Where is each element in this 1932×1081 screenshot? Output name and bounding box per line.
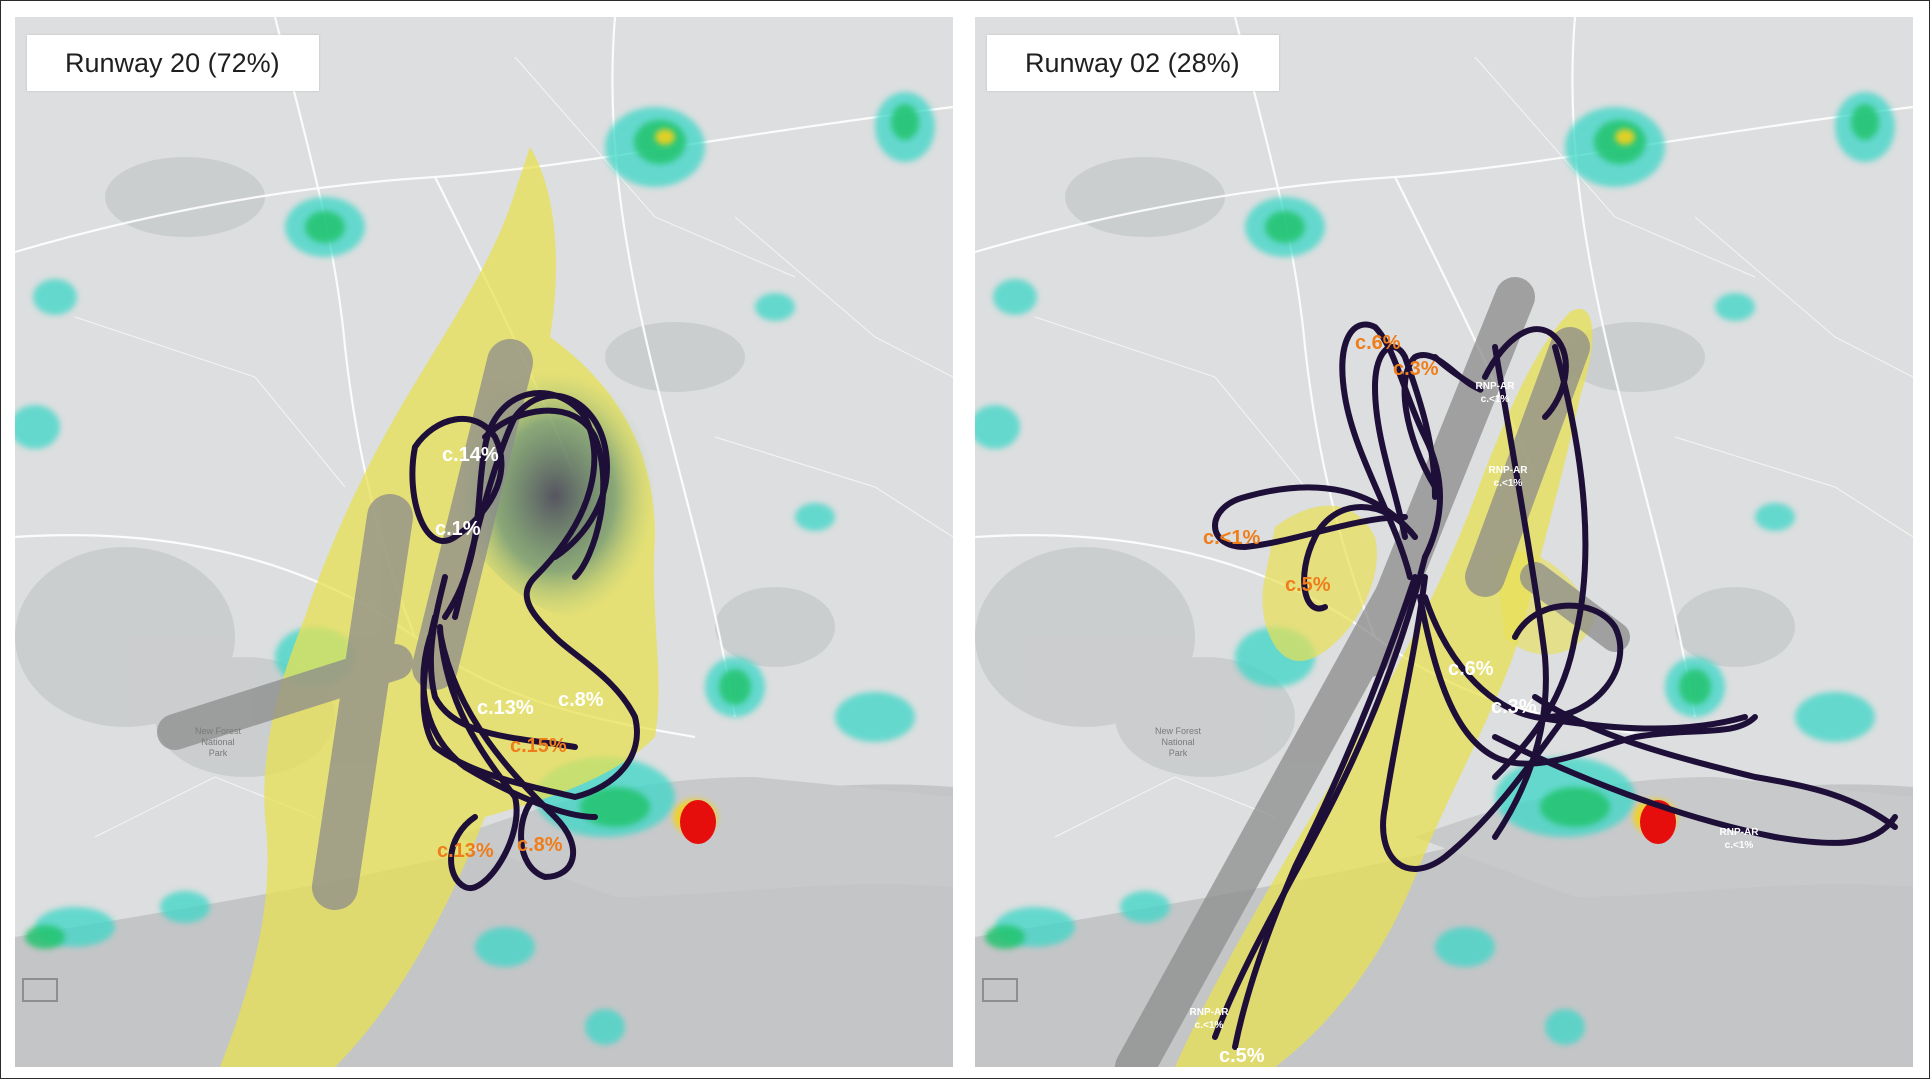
svg-text:New Forest: New Forest	[195, 726, 242, 736]
route-label: c.3%	[1491, 696, 1537, 718]
rnp-label: RNP-AR	[1489, 465, 1529, 476]
route-label: c.8%	[558, 689, 604, 711]
route-label: c.15%	[510, 735, 567, 757]
map-canvas-runway-20[interactable]: New Forest National Park c.14% c.1% c.13…	[15, 17, 953, 1067]
runway-extended-centreline	[1115, 277, 1630, 1067]
rnp-label: c.<1%	[1195, 1020, 1224, 1031]
route-label: c.<1%	[1203, 527, 1260, 549]
route-label: c.5%	[1285, 574, 1331, 596]
route-percentage-labels: c.14% c.1% c.13% c.8% c.15% c.13% c.8%	[435, 444, 604, 862]
rnp-label: c.<1%	[1725, 840, 1754, 851]
route-swathe	[1175, 308, 1593, 1067]
map-panel-runway-20[interactable]: New Forest National Park c.14% c.1% c.13…	[15, 17, 953, 1067]
rnp-label: RNP-AR	[1720, 827, 1760, 838]
route-label: c.6%	[1355, 332, 1401, 354]
route-label: c.6%	[1448, 658, 1494, 680]
route-label: c.1%	[435, 518, 481, 540]
route-swathe	[1262, 505, 1377, 661]
park-label: New Forest National Park	[1155, 726, 1202, 758]
scale-box-icon	[982, 978, 1018, 1002]
route-label: c.13%	[477, 697, 534, 719]
rnp-label: RNP-AR	[1476, 381, 1516, 392]
population-density	[15, 92, 935, 1045]
rnp-label: RNP-AR	[1190, 1007, 1230, 1018]
route-label: c.8%	[517, 834, 563, 856]
panel-title-runway-02: Runway 02 (28%)	[987, 35, 1279, 91]
minor-roads	[1034, 56, 1913, 838]
svg-text:New Forest: New Forest	[1155, 726, 1202, 736]
flight-tracks	[409, 390, 640, 892]
terrain-patches	[975, 157, 1795, 777]
route-label: c.13%	[437, 840, 494, 862]
high-density-cluster	[680, 800, 716, 844]
route-label: c.3%	[1393, 358, 1439, 380]
map-panel-runway-02[interactable]: New Forest National Park c.6% c.3% c.<1%…	[975, 17, 1913, 1067]
svg-text:Park: Park	[1169, 748, 1188, 758]
park-label: New Forest National Park	[195, 726, 242, 758]
rnp-label: c.<1%	[1494, 478, 1523, 489]
svg-text:National: National	[1161, 737, 1194, 747]
route-label: c.5%	[1219, 1045, 1265, 1067]
rnp-ar-labels: RNP-AR c.<1% RNP-AR c.<1% RNP-AR c.<1% R…	[1190, 381, 1760, 1031]
svg-text:National: National	[201, 737, 234, 747]
population-density	[975, 92, 1895, 1045]
route-label: c.14%	[442, 444, 499, 466]
route-percentage-labels: c.6% c.3% c.<1% c.5% c.6% c.3% c.5%	[1203, 332, 1537, 1067]
rnp-label: c.<1%	[1481, 394, 1510, 405]
scale-box-icon	[22, 978, 58, 1002]
map-canvas-runway-02[interactable]: New Forest National Park c.6% c.3% c.<1%…	[975, 17, 1913, 1067]
svg-text:Park: Park	[209, 748, 228, 758]
flight-tracks	[1212, 321, 1898, 1050]
panel-title-runway-20: Runway 20 (72%)	[27, 35, 319, 91]
